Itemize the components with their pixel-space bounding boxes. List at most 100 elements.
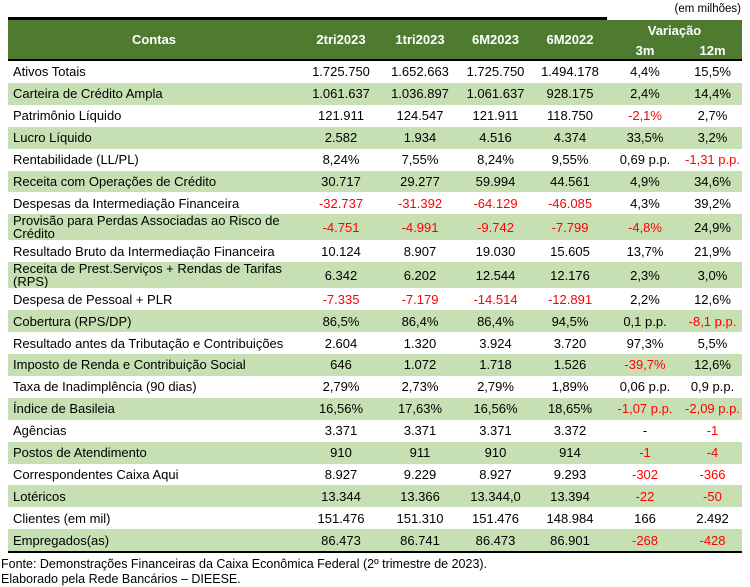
table-row: Lotéricos 13.344 13.366 13.344,0 13.394 -22 -5… [8,485,742,508]
cell-6m2022: 3.372 [553,423,587,439]
cell-2tri2023: 1.061.637 [312,86,370,102]
cell-var-3m: 33,5% [626,130,664,146]
table-row: Ativos Totais 1.725.750 1.652.663 1.725.750… [8,61,742,83]
row-label: Patrimônio Líquido [13,108,122,124]
cell-6m2022: 9,55% [551,152,589,168]
cell-var-12m: -2,09 p.p. [685,401,740,417]
cell-var-12m: 2.492 [696,510,729,526]
cell-2tri2023: 646 [330,357,352,373]
cell-2tri2023: 8.927 [324,466,358,482]
cell-var-12m: 3,0% [697,267,728,283]
cell-6m2023: -14.514 [473,291,518,307]
cell-2tri2023: -32.737 [318,195,364,211]
cell-6m2022: 1.526 [553,357,587,373]
footer: Fonte: Demonstrações Financeiras da Caix… [1,557,487,587]
cell-1tri2023: 8.907 [403,243,437,259]
cell-2tri2023: 8,24% [322,152,360,168]
cell-6m2023: 2,79% [477,379,514,395]
cell-6m2023: 86,4% [477,313,514,329]
cell-var-3m: 166 [634,510,656,526]
cell-6m2022: 44.561 [550,173,590,189]
header-variacao-12m: 12m [699,42,726,58]
cell-2tri2023: 86,5% [322,313,360,329]
cell-6m2023: -64.129 [473,195,518,211]
table-row: Lucro Líquido 2.582 1.934 4.516 4.374 33,5% 3,… [8,126,742,149]
cell-1tri2023: -7.179 [401,291,439,307]
row-label: Índice de Basileia [13,401,115,417]
cell-1tri2023: 1.072 [403,357,437,373]
cell-2tri2023: 2,79% [322,379,360,395]
cell-1tri2023: 86.741 [400,532,440,548]
cell-2tri2023: 2.582 [324,130,358,146]
cell-6m2022: -46.085 [547,195,593,211]
row-label: Despesas da Intermediação Financeira [13,195,240,211]
table-row: Cobertura (RPS/DP) 86,5% 86,4% 86,4% 94,5% 0,… [8,310,742,333]
cell-var-12m: -428 [699,532,726,548]
cell-var-3m: -22 [635,488,655,504]
cell-var-3m: -1 [639,445,651,461]
cell-1tri2023: 2,73% [401,379,439,395]
row-label: Agências [13,423,67,439]
table-header: Contas 2tri2023 1tri2023 6M2023 6M2022 V… [8,20,742,61]
cell-6m2023: 16,56% [473,401,518,417]
cell-6m2023: 19.030 [475,243,516,259]
cell-1tri2023: 1.320 [403,335,437,351]
cell-6m2022: 13.394 [550,488,590,504]
row-label: Rentabilidade (LL/PL) [13,152,139,168]
footer-source: Fonte: Demonstrações Financeiras da Caix… [1,557,488,571]
cell-var-12m: -8,1 p.p. [688,313,737,329]
table-row: Resultado antes da Tributação e Contribu… [8,332,742,354]
cell-2tri2023: 30.717 [321,173,361,189]
cell-var-3m: 0,06 p.p. [619,379,671,395]
row-label: Imposto de Renda e Contribuição Social [13,357,246,373]
cell-6m2023: -9.742 [477,219,514,235]
cell-6m2022: 914 [559,445,581,461]
header-variacao: Variação [647,23,702,38]
cell-6m2023: 1.718 [479,357,512,373]
cell-2tri2023: 2.604 [324,335,358,351]
cell-2tri2023: 3.371 [324,423,358,439]
cell-var-12m: -366 [699,466,726,482]
cell-var-12m: 15,5% [694,64,731,80]
cell-1tri2023: 3.371 [403,423,437,439]
cell-6m2023: 3.371 [479,423,512,439]
header-contas: Contas [131,32,177,47]
cell-1tri2023: 17,63% [397,401,443,417]
cell-6m2023: 13.344,0 [470,488,521,504]
header-variacao-group: Variação 3m 12m [607,20,742,59]
row-label: Provisão para Perdas Associadas ao Risco… [13,213,280,242]
cell-6m2022: 118.750 [546,108,594,124]
cell-2tri2023: 16,56% [318,401,364,417]
cell-6m2022: 15.605 [550,243,590,259]
row-label: Lucro Líquido [13,130,92,146]
table-row: Agências 3.371 3.371 3.371 3.372 - -1 [8,419,742,442]
cell-var-3m: 2,3% [630,267,660,283]
table-row: Patrimônio Líquido 121.911 124.547 121.911 1… [8,104,742,127]
cell-6m2023: 4.516 [479,130,512,146]
cell-1tri2023: 911 [409,445,431,461]
cell-var-12m: -1,31 p.p. [685,152,740,168]
cell-1tri2023: 124.547 [396,108,444,124]
table-row: Despesas da Intermediação Financeira -32.… [8,192,742,215]
cell-var-12m: 34,6% [694,173,731,189]
cell-6m2023: 8,24% [477,152,514,168]
table-row: Índice de Basileia 16,56% 17,63% 16,56% 18,6… [8,397,742,420]
cell-1tri2023: 1.934 [403,130,437,146]
cell-6m2022: 12.176 [550,267,590,283]
cell-var-3m: 97,3% [626,335,664,351]
cell-6m2022: 1.494.178 [541,64,599,80]
cell-2tri2023: 1.725.750 [312,64,370,80]
cell-var-12m: 24,9% [694,219,731,235]
cell-6m2023: 151.476 [472,510,519,526]
table-row: Rentabilidade (LL/PL) 8,24% 7,55% 8,24% 9,55… [8,148,742,171]
row-label: Cobertura (RPS/DP) [13,313,132,329]
cell-2tri2023: 910 [330,445,352,461]
cell-var-3m: -268 [631,532,659,548]
table-row: Empregados(as) 86.473 86.741 86.473 86.901 -2… [8,529,742,552]
cell-var-3m: -39,7% [624,357,666,373]
cell-1tri2023: 13.366 [400,488,440,504]
table-body: Ativos Totais 1.725.750 1.652.663 1.725.750… [8,61,742,553]
row-label: Resultado Bruto da Intermediação Finance… [13,243,275,259]
table-row: Carteira de Crédito Ampla 1.061.637 1.036.… [8,82,742,105]
